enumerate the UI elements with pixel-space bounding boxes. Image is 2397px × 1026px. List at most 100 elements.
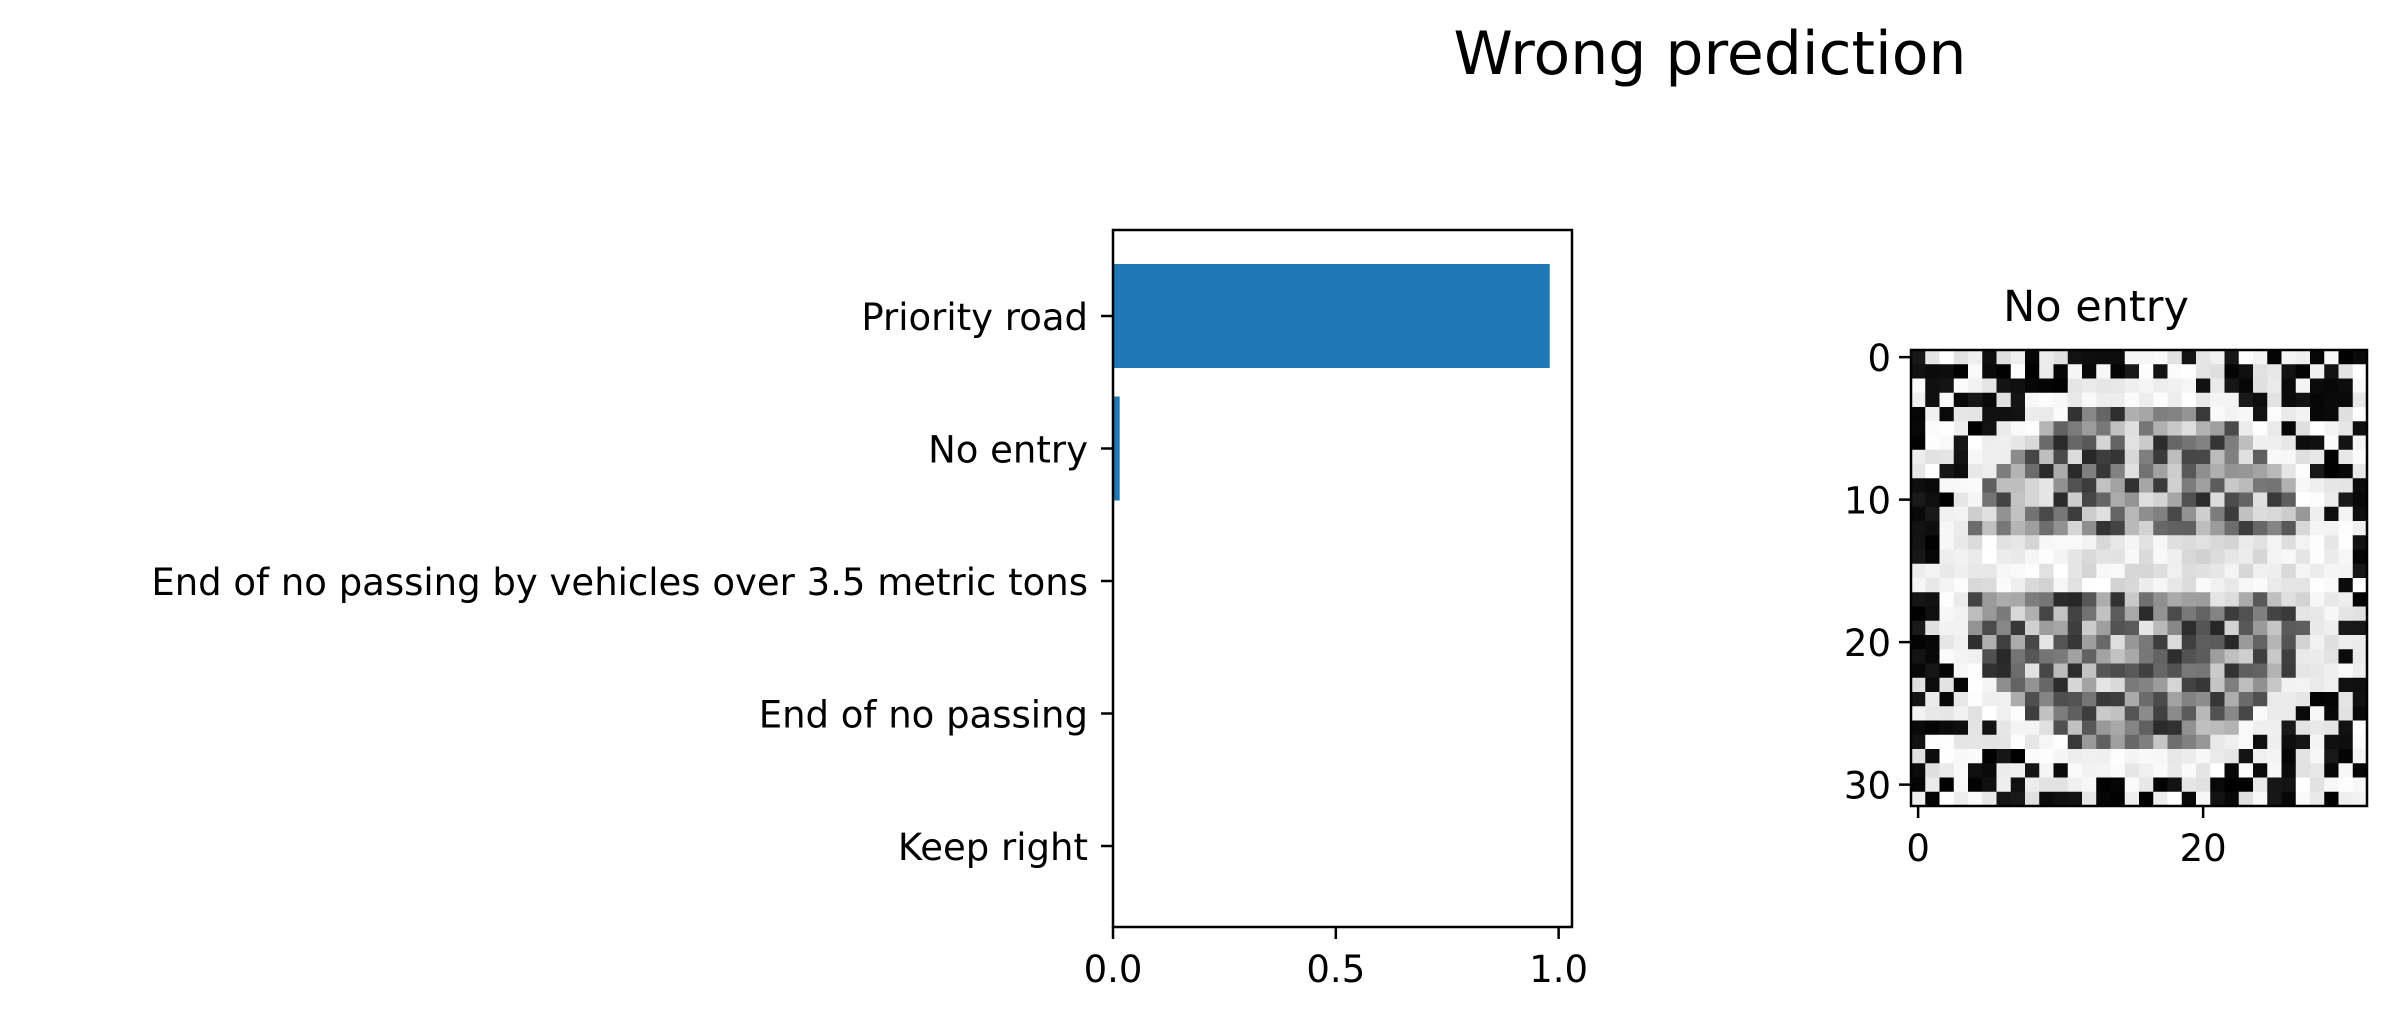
image-pixel <box>2281 407 2297 422</box>
image-pixel <box>2224 791 2240 807</box>
image-pixel <box>2039 350 2054 365</box>
image-pixel <box>2210 535 2225 550</box>
image-pixel <box>2253 720 2268 736</box>
image-pixel <box>1953 392 1969 408</box>
image-pixel <box>2224 378 2240 394</box>
image-pixel <box>2196 435 2211 451</box>
bar-0 <box>1113 264 1550 368</box>
image-pixel <box>2324 421 2339 436</box>
image-pixel <box>1925 350 1940 365</box>
image-pixel <box>2139 506 2154 522</box>
image-pixel <box>2352 378 2368 394</box>
image-pixel <box>2053 706 2069 721</box>
image-pixel <box>1953 763 1969 778</box>
image-pixel <box>2067 606 2083 622</box>
image-pixel <box>1996 734 2012 750</box>
image-pixel <box>2267 592 2282 607</box>
image-pixel <box>2310 535 2325 550</box>
image-pixel <box>2053 749 2069 764</box>
image-pixel <box>2067 378 2083 394</box>
image-pixel <box>2253 578 2268 593</box>
image-pixel <box>1996 492 2012 508</box>
image-pixel <box>1968 435 1983 451</box>
image-pixels <box>1911 350 2368 807</box>
image-pixel <box>1968 449 1983 465</box>
image-pixel <box>2267 734 2282 750</box>
image-pixel <box>1953 407 1969 422</box>
image-pixel <box>1939 464 1955 479</box>
image-pixel <box>2238 777 2254 793</box>
image-pixel <box>2096 677 2111 693</box>
image-pixel <box>2067 464 2083 479</box>
image-pixel <box>1911 492 1926 508</box>
image-pixel <box>2295 549 2311 565</box>
image-pixel <box>2110 620 2126 636</box>
image-pixel <box>2310 677 2325 693</box>
image-pixel <box>2210 407 2225 422</box>
image-pixel <box>2167 535 2183 550</box>
image-pixel <box>2124 364 2140 379</box>
image-pixel <box>2310 421 2325 436</box>
image-pixel <box>1939 407 1955 422</box>
image-pixel <box>2267 635 2282 650</box>
image-pixel <box>2096 777 2111 793</box>
image-pixel <box>2096 378 2111 394</box>
image-pixel <box>1968 407 1983 422</box>
image-pixel <box>2295 706 2311 721</box>
image-pixel <box>2338 791 2354 807</box>
image-pixel <box>2196 606 2211 622</box>
image-pixel <box>2153 791 2168 807</box>
image-pixel <box>1925 578 1940 593</box>
image-pixel <box>2039 734 2054 750</box>
image-pixel <box>2067 421 2083 436</box>
image-pixel <box>2096 549 2111 565</box>
image-pixel <box>2010 763 2026 778</box>
image-pixel <box>2196 549 2211 565</box>
image-pixel <box>1911 777 1926 793</box>
image-pixel <box>2096 763 2111 778</box>
image-pixel <box>1911 421 1926 436</box>
image-pixel <box>2039 791 2054 807</box>
image-pixel <box>1925 421 1940 436</box>
image-pixel <box>2352 478 2368 493</box>
image-pixel <box>1911 706 1926 721</box>
bar-y-tick-label: End of no passing by vehicles over 3.5 m… <box>151 561 1088 604</box>
image-pixel <box>2238 506 2254 522</box>
image-pixel <box>2295 791 2311 807</box>
image-pixel <box>2224 763 2240 778</box>
image-pixel <box>2053 791 2069 807</box>
image-pixel <box>2324 734 2339 750</box>
image-pixel <box>2310 606 2325 622</box>
image-pixel <box>2181 421 2197 436</box>
image-pixel <box>2067 535 2083 550</box>
image-pixel <box>2139 763 2154 778</box>
image-pixel <box>2153 435 2168 451</box>
image-pixel <box>2053 478 2069 493</box>
image-pixel <box>2067 435 2083 451</box>
image-pixel <box>2210 435 2225 451</box>
image-pixel <box>2110 677 2126 693</box>
image-pixel <box>2352 407 2368 422</box>
image-pixel <box>1925 521 1940 536</box>
image-pixel <box>2181 535 2197 550</box>
image-pixel <box>2224 464 2240 479</box>
image-pixel <box>2238 392 2254 408</box>
image-pixel <box>2281 478 2297 493</box>
image-pixel <box>2082 706 2097 721</box>
image-pixel <box>2039 606 2054 622</box>
image-pixel <box>2324 592 2339 607</box>
image-pixel <box>1982 378 1997 394</box>
image-pixel <box>2224 435 2240 451</box>
image-pixel <box>1968 378 1983 394</box>
image-pixel <box>2196 791 2211 807</box>
image-pixel <box>1925 435 1940 451</box>
image-pixel <box>1996 392 2012 408</box>
image-x-ticks: 0 20 <box>1906 806 2227 870</box>
image-pixel <box>2167 677 2183 693</box>
image-pixel <box>2096 734 2111 750</box>
image-title: No entry <box>2003 282 2189 332</box>
image-pixel <box>2238 549 2254 565</box>
image-pixel <box>2082 606 2097 622</box>
image-pixel <box>2338 435 2354 451</box>
image-pixel <box>2338 492 2354 508</box>
